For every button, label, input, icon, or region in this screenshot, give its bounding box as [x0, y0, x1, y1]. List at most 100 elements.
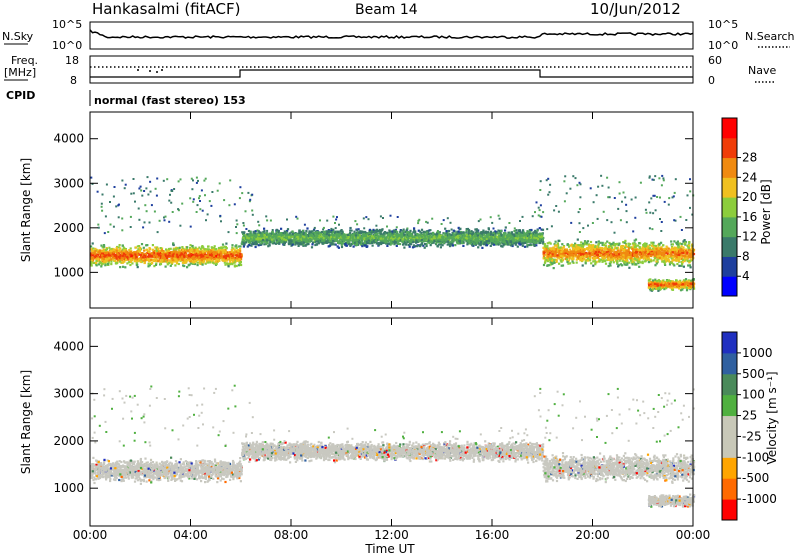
power-cell [248, 233, 251, 236]
power-cell [135, 255, 138, 258]
power-cell [514, 237, 517, 240]
power-cell [276, 234, 279, 237]
power-cell [452, 232, 455, 235]
power-cell [488, 232, 491, 236]
power-cell [427, 237, 431, 240]
power-cell [207, 245, 210, 248]
power-cell [507, 243, 510, 246]
power-cell [92, 249, 95, 252]
power-cell [224, 245, 227, 249]
power-cell [225, 252, 229, 255]
power-cell [126, 257, 129, 260]
power-cell [304, 235, 308, 238]
power-cell [147, 265, 150, 268]
power-cell [218, 257, 221, 260]
power-cell [299, 241, 302, 244]
power-cell [420, 228, 424, 231]
power-cell [329, 234, 332, 237]
power-cell [97, 257, 100, 261]
power-cell [521, 244, 524, 247]
power-cell [519, 233, 522, 236]
power-cell [167, 249, 171, 252]
power-cell [526, 245, 529, 248]
power-cell [373, 235, 376, 238]
power-cell [365, 241, 368, 244]
power-cell [317, 241, 320, 244]
power-cell [311, 243, 314, 246]
power-cell [218, 259, 221, 262]
power-cell [481, 246, 484, 249]
nave-dropout-dot [137, 69, 139, 71]
power-cell [108, 246, 111, 249]
power-cell [477, 246, 480, 249]
power-cell [394, 230, 397, 233]
power-cell [395, 244, 398, 247]
power-cell [414, 231, 417, 234]
power-cell [376, 242, 379, 245]
power-cell [278, 242, 281, 245]
power-cell [675, 246, 678, 249]
power-cell [542, 240, 545, 244]
power-cell [510, 240, 513, 244]
power-cell [131, 259, 134, 262]
power-cell [619, 263, 622, 266]
power-cell [280, 236, 283, 239]
power-cell [220, 253, 223, 256]
power-cell [652, 259, 655, 262]
power-cell [342, 234, 345, 238]
power-cell [119, 247, 122, 250]
power-cell [362, 244, 365, 247]
power-cell [195, 256, 198, 259]
power-cell [401, 238, 404, 241]
power-cell [277, 235, 280, 238]
power-cell [572, 261, 575, 264]
power-cell [203, 254, 206, 258]
power-cell [535, 241, 538, 244]
power-cell [198, 246, 201, 249]
power-cell [420, 243, 423, 246]
power-cell [436, 244, 439, 248]
power-cell [541, 237, 544, 240]
power-cell [446, 243, 449, 246]
power-cell [315, 240, 318, 243]
power-cell [199, 251, 202, 254]
power-cell [202, 258, 205, 261]
power-cell [599, 258, 603, 261]
power-cell [482, 229, 485, 232]
power-cell [168, 252, 171, 255]
power-cell [501, 242, 504, 245]
power-cell [336, 233, 339, 236]
power-cell [315, 230, 318, 233]
power-cell [246, 238, 249, 241]
power-cell [472, 242, 475, 245]
power-cell [504, 229, 507, 232]
power-cell [150, 258, 153, 261]
power-cell [188, 255, 191, 258]
power-cell [233, 261, 236, 264]
power-cell [340, 232, 343, 235]
power-cell [493, 236, 496, 239]
power-cell [191, 247, 194, 250]
power-cell [193, 260, 196, 263]
power-cell [198, 254, 201, 257]
power-cell [134, 246, 137, 249]
power-cell [272, 239, 275, 242]
power-cell [638, 265, 641, 268]
power-cell [164, 253, 167, 256]
power-cell [416, 245, 419, 248]
power-cell [191, 244, 194, 248]
power-cell [465, 237, 469, 240]
power-cell [511, 233, 515, 236]
power-cell [419, 245, 422, 248]
power-cell [101, 259, 104, 263]
power-cell [196, 258, 199, 262]
power-cell [168, 254, 171, 257]
power-cell [99, 251, 102, 255]
power-cell [410, 233, 413, 236]
power-cell [236, 249, 239, 252]
power-cell [466, 239, 469, 242]
power-cell [315, 238, 318, 242]
power-cell [439, 239, 442, 242]
power-cell [106, 251, 109, 255]
power-cell [371, 235, 374, 238]
